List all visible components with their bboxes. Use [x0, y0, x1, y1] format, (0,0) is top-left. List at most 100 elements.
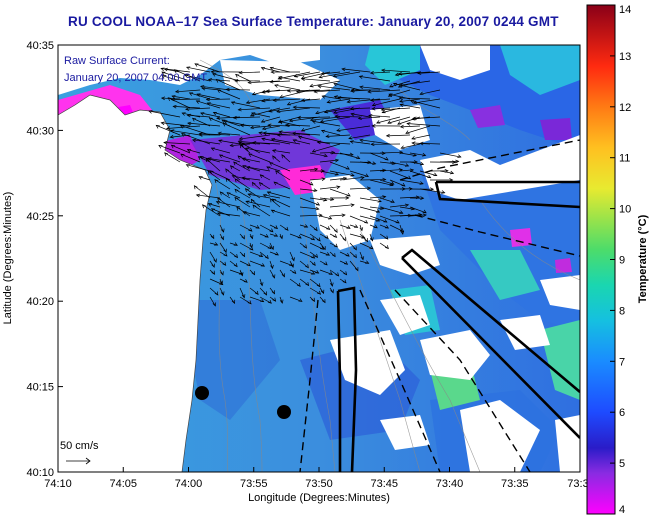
current-vector-head	[261, 126, 267, 130]
current-vector	[208, 203, 221, 208]
current-vector	[399, 97, 431, 100]
current-vector-head	[217, 131, 222, 136]
current-vector	[274, 84, 301, 91]
current-vector-head	[258, 131, 263, 136]
current-vector-head	[222, 261, 227, 266]
current-vector-head	[263, 291, 267, 296]
current-vector	[242, 157, 261, 163]
current-vector-head	[245, 166, 251, 170]
current-vector-head	[300, 77, 306, 82]
current-vector-head	[328, 271, 333, 275]
current-vector	[339, 224, 351, 229]
current-vector-head	[209, 170, 214, 175]
current-vector	[327, 98, 351, 103]
current-vector-head	[324, 235, 329, 240]
current-vector	[199, 176, 211, 181]
current-vector	[170, 130, 201, 136]
current-vector-head	[220, 228, 225, 233]
current-vector	[249, 251, 263, 257]
current-vector-head	[205, 157, 210, 163]
current-vector-head	[369, 245, 374, 250]
current-vector	[246, 98, 271, 104]
current-vector-head	[382, 195, 387, 199]
current-vector	[389, 170, 411, 180]
current-vector	[187, 149, 201, 154]
current-vector	[419, 89, 441, 95]
current-vectors	[148, 63, 462, 307]
current-vector-head	[322, 299, 326, 304]
plot-area	[58, 45, 580, 472]
current-vector	[161, 71, 191, 82]
current-vector	[388, 89, 411, 97]
current-vector	[164, 152, 181, 163]
current-vector-head	[370, 142, 375, 147]
current-vector-head	[317, 84, 322, 89]
current-vector-head	[399, 124, 404, 129]
current-vector-head	[276, 109, 281, 114]
current-vector	[202, 87, 221, 91]
current-vector-head	[249, 244, 253, 249]
current-vector-head	[230, 101, 236, 105]
current-vector	[246, 166, 271, 172]
current-vector-head	[376, 120, 381, 124]
current-vector-head	[210, 147, 215, 151]
current-vector-head	[354, 224, 359, 228]
current-vector-head	[385, 133, 390, 138]
current-vector	[329, 161, 350, 170]
current-vector-head	[272, 297, 277, 302]
current-vector	[196, 194, 221, 199]
current-vector	[285, 124, 311, 127]
current-vector-head	[274, 84, 279, 88]
current-vector	[329, 204, 355, 208]
current-vector-head	[319, 245, 325, 250]
y-axis: 40:35 40:30 40:25 40:20 40:15 40:10	[26, 40, 63, 479]
current-vector-head	[241, 176, 246, 181]
current-vector	[239, 134, 271, 140]
current-vector-head	[311, 271, 316, 275]
current-vector-head	[247, 193, 252, 197]
current-vector-head	[180, 153, 185, 158]
current-vector	[369, 169, 386, 172]
current-vector	[379, 215, 400, 224]
current-vector-head	[169, 134, 174, 139]
current-vector-head	[297, 135, 303, 140]
current-vector-head	[218, 154, 224, 159]
current-vector-head	[291, 131, 297, 136]
current-vector	[309, 80, 341, 87]
current-vector	[359, 215, 380, 222]
current-vector-head	[212, 111, 217, 116]
colorbar-tick-label: 10	[619, 204, 631, 216]
current-vector-head	[237, 139, 242, 144]
current-vector-head	[233, 242, 238, 246]
current-vector	[309, 269, 319, 274]
x-axis-title: Longitude (Degrees:Minutes)	[248, 492, 390, 504]
current-vector	[275, 170, 291, 181]
current-vector	[235, 74, 251, 82]
current-vector-head	[449, 178, 454, 182]
current-vector	[273, 181, 291, 190]
current-vector	[439, 170, 454, 174]
current-vector-head	[198, 176, 203, 180]
current-vector-head	[365, 260, 370, 264]
current-vector-head	[238, 141, 243, 145]
current-vector-head	[292, 270, 297, 275]
current-vector	[359, 86, 391, 91]
current-vector-head	[214, 242, 219, 246]
current-vector	[187, 114, 211, 118]
current-vector-head	[419, 91, 424, 96]
current-vector	[317, 141, 351, 145]
current-vector-head	[316, 140, 321, 145]
current-vector-head	[384, 235, 389, 240]
current-vector	[319, 71, 351, 78]
current-vector	[281, 154, 291, 163]
current-vector-head	[309, 117, 315, 122]
current-vector-head	[216, 211, 222, 216]
current-vector-head	[239, 144, 244, 149]
current-vector	[219, 242, 227, 253]
current-vector-head	[321, 95, 326, 99]
current-vector-head	[174, 89, 180, 94]
current-vector	[258, 132, 281, 136]
current-vector-head	[214, 291, 219, 296]
current-vector	[217, 212, 241, 217]
colorbar-tick-label: 12	[619, 102, 631, 114]
